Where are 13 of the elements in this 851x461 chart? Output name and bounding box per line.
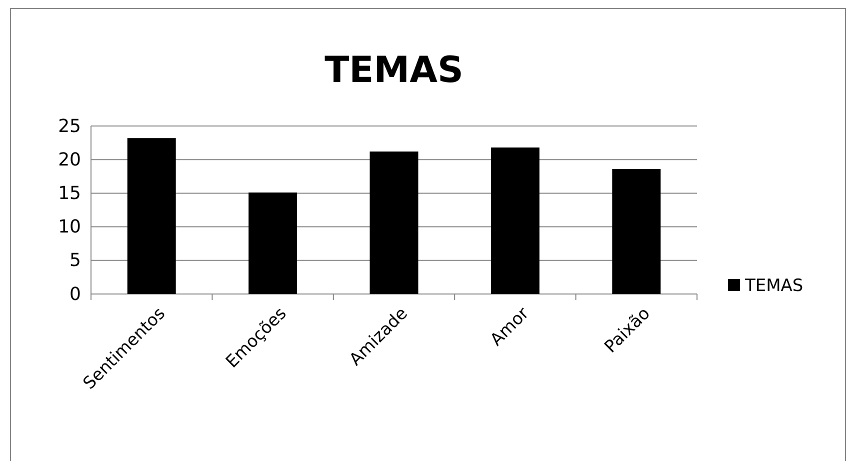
y-tick-label: 20	[58, 149, 81, 170]
bar	[490, 148, 540, 294]
bar	[248, 192, 298, 294]
legend-label: TEMAS	[744, 276, 804, 296]
bar	[370, 152, 418, 294]
y-tick-label: 10	[58, 216, 81, 238]
y-tick-label: 5	[70, 250, 81, 272]
chart-title: TEMAS	[324, 50, 464, 91]
y-tick-label: 25	[58, 116, 81, 137]
bar	[612, 169, 661, 294]
bar	[127, 138, 176, 294]
y-tick-label: 15	[58, 182, 81, 204]
y-tick-label: 0	[70, 284, 81, 305]
